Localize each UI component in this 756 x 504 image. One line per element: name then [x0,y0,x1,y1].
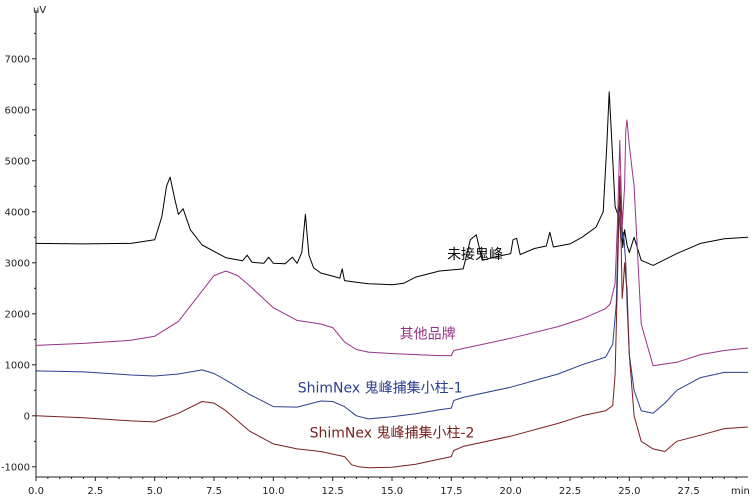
y-tick-label: 0 [24,411,30,422]
series-line-2 [35,119,749,367]
y-tick-label: 7000 [5,54,30,65]
x-tick-label: 25.0 [618,486,640,497]
y-tick-label: 5000 [5,156,30,167]
y-tick-label: 3000 [5,258,30,269]
x-tick-label: 2.5 [87,486,103,497]
x-axis-unit-label: min [731,486,750,497]
x-tick-label: 17.5 [440,486,462,497]
plot-frame [35,10,748,478]
y-tick-label: 6000 [5,105,30,116]
x-axis: 0.0 2.5 5.0 7.5 10.0 12.5 15.0 17.5 20.0 22.5 25.0… [28,477,737,497]
y-axis: -1000 0 1000 2000 3000 4000 5000 6000 7000 [1,32,36,473]
series-label-2: 其他品牌 [400,325,456,342]
y-axis-unit-label: uV [33,5,46,16]
series-line-3 [35,206,748,420]
series-label-3: ShimNex 鬼峰捕集小柱-1 [298,379,463,396]
x-tick-label: 7.5 [206,486,222,497]
series-layer [35,91,749,469]
y-tick-label: 4000 [5,207,30,218]
x-tick-label: 5.0 [147,486,163,497]
y-tick-label: 2000 [5,309,30,320]
series-line-1 [35,91,749,286]
series-label-4: ShimNex 鬼峰捕集小柱-2 [310,425,475,442]
y-tick-label: -1000 [1,462,30,473]
x-tick-label: 10.0 [262,486,284,497]
series-label-1: 未接鬼峰 [447,246,503,263]
x-tick-label: 20.0 [500,486,522,497]
x-tick-label: 0.0 [28,486,44,497]
x-tick-label: 15.0 [381,486,403,497]
y-tick-label: 1000 [5,360,30,371]
series-line-4 [35,175,749,469]
x-tick-label: 12.5 [322,486,344,497]
x-tick-label: 27.5 [678,486,700,497]
x-tick-label: 22.5 [559,486,581,497]
